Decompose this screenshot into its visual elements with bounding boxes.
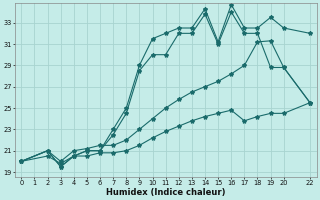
X-axis label: Humidex (Indice chaleur): Humidex (Indice chaleur) xyxy=(106,188,225,197)
